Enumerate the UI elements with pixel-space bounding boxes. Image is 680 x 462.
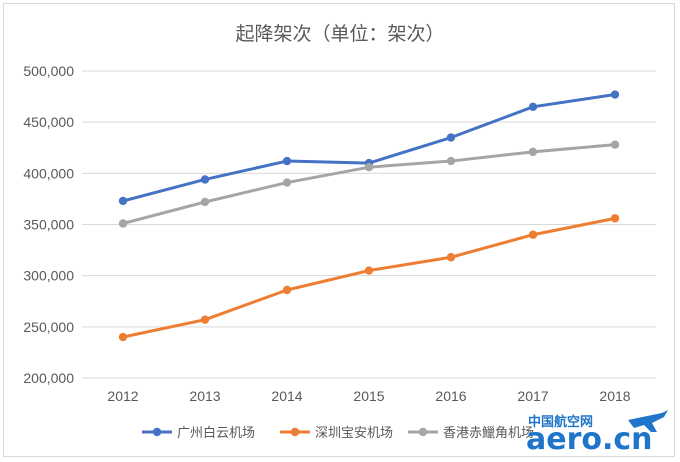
grid-lines (82, 70, 656, 379)
y-tick-label: 500,000 (23, 63, 74, 79)
series-line (121, 216, 617, 339)
data-point (446, 133, 456, 142)
legend-item: 广州白云机场 (142, 425, 255, 441)
legend-swatch-marker (152, 427, 162, 437)
legend-item: 香港赤鱲角机场 (408, 426, 534, 441)
data-point (200, 315, 210, 324)
data-point (446, 156, 456, 166)
series-line (121, 143, 617, 225)
data-point (364, 266, 374, 275)
data-point (282, 156, 292, 166)
legend-label: 广州白云机场 (177, 425, 255, 441)
chart-title: 起降架次（单位：架次） (235, 23, 444, 45)
x-tick-label: 2012 (107, 388, 138, 404)
data-point (528, 230, 538, 239)
data-point (528, 102, 538, 112)
data-point (610, 90, 620, 99)
x-tick-label: 2015 (353, 388, 384, 404)
y-axis-ticks: 200,000 250,000 300,000 350,000 400,000 450,0… (23, 63, 74, 386)
plane-icon (628, 410, 668, 432)
data-point (118, 219, 128, 228)
x-tick-label: 2017 (517, 388, 548, 404)
series-3 (118, 140, 620, 228)
x-tick-label: 2016 (435, 388, 466, 404)
watermark-top-text: 中国航空网 (528, 414, 593, 430)
data-point (610, 214, 620, 223)
legend-swatch-marker (290, 427, 300, 437)
watermark: 中国航空网 aero.cn (526, 410, 668, 457)
series-group (118, 90, 620, 342)
data-point (364, 162, 374, 172)
legend-swatch-marker (418, 427, 428, 437)
data-point (200, 197, 210, 207)
x-axis-ticks: 2012 2013 2014 2015 2016 2017 2018 (107, 388, 630, 404)
data-point (118, 196, 128, 206)
data-point (610, 140, 620, 149)
legend-item: 深圳宝安机场 (280, 426, 393, 441)
watermark-main-text: aero.cn (526, 422, 653, 457)
series-2 (118, 214, 620, 342)
series-1 (118, 90, 620, 206)
x-tick-label: 2014 (271, 388, 302, 404)
legend-label: 香港赤鱲角机场 (443, 426, 534, 441)
y-tick-label: 250,000 (23, 319, 74, 335)
data-point (528, 147, 538, 157)
legend: 广州白云机场 深圳宝安机场 香港赤鱲角机场 (142, 425, 534, 441)
y-tick-label: 300,000 (23, 268, 74, 284)
y-tick-label: 350,000 (23, 217, 74, 233)
y-tick-label: 400,000 (23, 165, 74, 181)
y-tick-label: 450,000 (23, 114, 74, 130)
data-point (446, 253, 456, 262)
legend-label: 深圳宝安机场 (315, 426, 393, 441)
x-tick-label: 2018 (599, 388, 630, 404)
data-point (282, 178, 292, 187)
data-point (200, 175, 210, 184)
x-tick-label: 2013 (189, 388, 220, 404)
y-tick-label: 200,000 (23, 370, 74, 386)
data-point (282, 285, 292, 295)
series-line (121, 93, 617, 203)
data-point (118, 332, 128, 342)
